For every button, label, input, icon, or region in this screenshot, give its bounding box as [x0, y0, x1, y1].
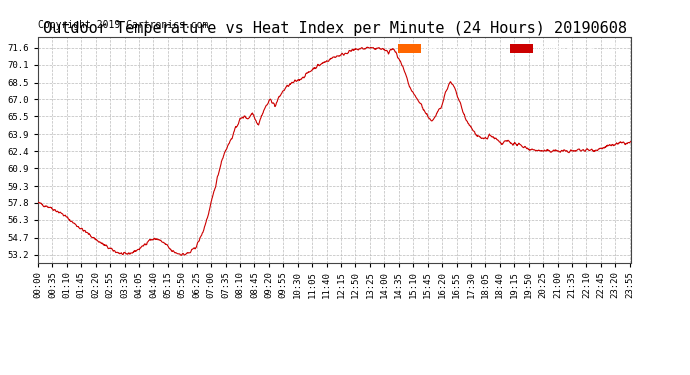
- Legend: Heat Index  (°F), Temperature  (°F): Heat Index (°F), Temperature (°F): [396, 42, 627, 55]
- Title: Outdoor Temperature vs Heat Index per Minute (24 Hours) 20190608: Outdoor Temperature vs Heat Index per Mi…: [43, 21, 627, 36]
- Text: Copyright 2019 Cartronics.com: Copyright 2019 Cartronics.com: [38, 20, 208, 30]
